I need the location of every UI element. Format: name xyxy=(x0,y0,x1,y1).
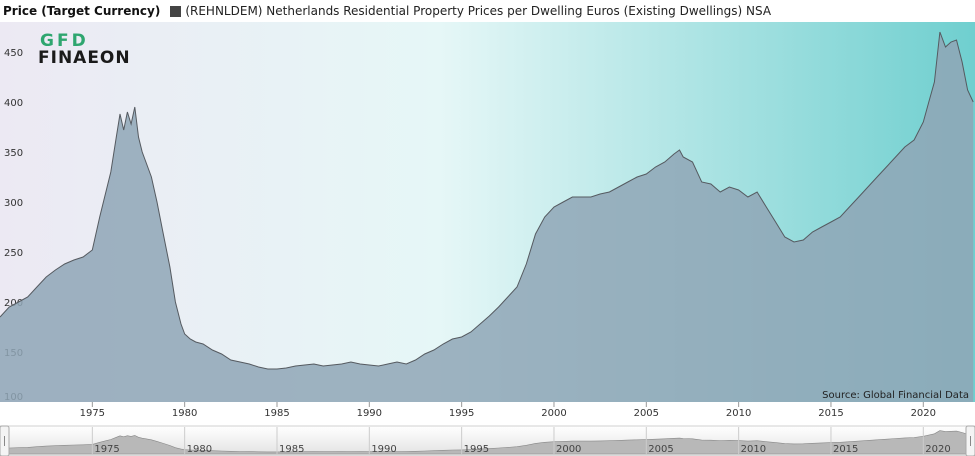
x-tick-label: 1995 xyxy=(449,408,474,419)
x-tick-label: 2000 xyxy=(541,408,566,419)
x-tick-label: 1985 xyxy=(264,408,289,419)
y-tick-label: 350 xyxy=(4,148,23,159)
navigator[interactable]: 1975 1980 1985 1990 1995 2000 2005 2010 2015 2020 xyxy=(0,425,975,456)
logo-line2: FINAEON xyxy=(38,48,131,68)
navigator-tick-label: 2020 xyxy=(925,444,950,455)
x-tick-label: 2010 xyxy=(726,408,751,419)
x-tick-label: 1990 xyxy=(357,408,382,419)
x-tick-label: 1975 xyxy=(80,408,105,419)
navigator-tick-label: 1985 xyxy=(279,444,304,455)
navigator-tick-label: 2000 xyxy=(556,444,581,455)
series-area[interactable] xyxy=(0,32,974,402)
source-label: Source: Global Financial Data xyxy=(822,390,969,401)
x-tick-label: 2020 xyxy=(911,408,936,419)
navigator-tick-label: 1995 xyxy=(464,444,489,455)
gfd-finaeon-logo: GFD FINAEON xyxy=(38,31,131,68)
logo-line1: GFD xyxy=(40,31,89,51)
y-tick-label: 400 xyxy=(4,98,23,109)
x-tick-label: 2005 xyxy=(634,408,659,419)
navigator-area xyxy=(0,430,974,455)
x-axis: 1975 1980 1985 1990 1995 2000 2005 2010 2015 2020 xyxy=(80,402,936,419)
legend-swatch[interactable] xyxy=(170,5,182,17)
navigator-ticks: 1975 1980 1985 1990 1995 2000 2005 2010 2015 2020 xyxy=(91,427,951,455)
y-tick-label: 250 xyxy=(4,248,23,259)
navigator-tick-label: 2015 xyxy=(833,444,858,455)
x-tick-label: 2015 xyxy=(818,408,843,419)
navigator-tick-label: 2010 xyxy=(741,444,766,455)
legend-series-label[interactable]: (REHNLDEM) Netherlands Residential Prope… xyxy=(185,4,772,18)
navigator-tick-label: 1980 xyxy=(187,444,212,455)
x-tick-label: 1980 xyxy=(172,408,197,419)
series-line[interactable] xyxy=(0,31,974,370)
chart-title: Price (Target Currency) xyxy=(3,4,161,18)
y-tick-label: 200 xyxy=(4,298,23,309)
navigator-tick-label: 2005 xyxy=(648,444,673,455)
chart-header: Price (Target Currency) (REHNLDEM) Nethe… xyxy=(0,0,975,22)
y-tick-label: 300 xyxy=(4,198,23,209)
navigator-tick-label: 1990 xyxy=(371,444,396,455)
y-tick-label: 450 xyxy=(4,48,23,59)
navigator-tick-label: 1975 xyxy=(94,444,119,455)
